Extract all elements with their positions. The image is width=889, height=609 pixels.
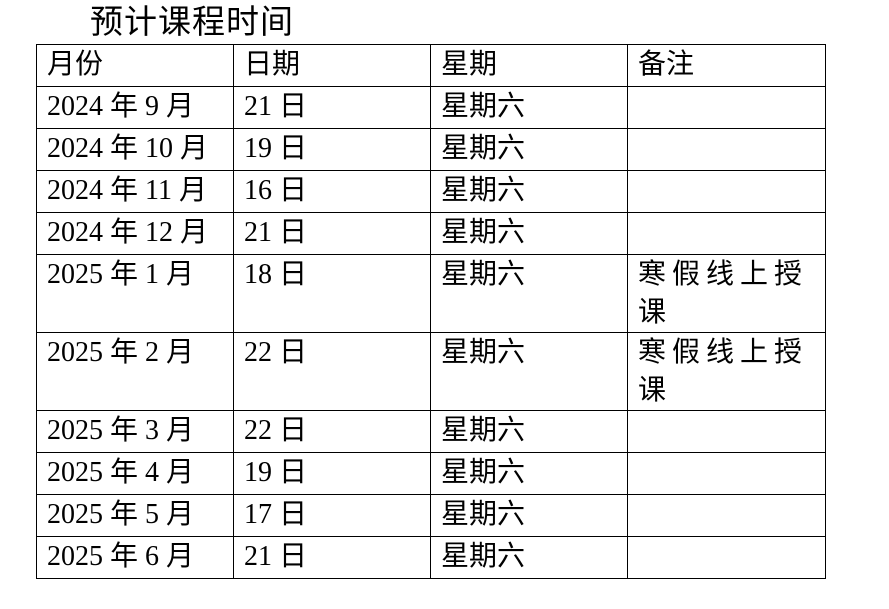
cell-date: 17 日 [233,494,431,537]
table-row: 2025 年 2 月 22 日 星期六 寒假线上授课 [36,332,826,411]
col-header-week: 星期 [430,44,628,87]
cell-month: 2024 年 12 月 [36,212,234,255]
page-title: 预计课程时间 [90,5,294,41]
cell-week: 星期六 [430,332,628,411]
cell-note: 寒假线上授课 [627,254,826,333]
cell-note [627,536,826,579]
table-row: 2024 年 9 月 21 日 星期六 [36,86,826,129]
cell-month: 2024 年 10 月 [36,128,234,171]
col-header-note: 备注 [627,44,826,87]
cell-week: 星期六 [430,86,628,129]
schedule-table: 月份 日期 星期 备注 2024 年 9 月 21 日 星期六 2024 年 1… [36,44,826,579]
cell-date: 19 日 [233,128,431,171]
cell-note [627,128,826,171]
cell-date: 21 日 [233,212,431,255]
cell-note [627,170,826,213]
cell-month: 2025 年 4 月 [36,452,234,495]
cell-month: 2025 年 2 月 [36,332,234,411]
cell-date: 16 日 [233,170,431,213]
cell-note: 寒假线上授课 [627,332,826,411]
cell-date: 21 日 [233,536,431,579]
cell-note [627,212,826,255]
cell-note [627,410,826,453]
cell-week: 星期六 [430,536,628,579]
document-page: 预计课程时间 月份 日期 星期 备注 2024 年 9 月 21 日 星期六 2… [0,5,889,609]
cell-note [627,494,826,537]
table-row: 2025 年 3 月 22 日 星期六 [36,410,826,453]
table-row: 2025 年 6 月 21 日 星期六 [36,536,826,579]
cell-month: 2024 年 11 月 [36,170,234,213]
table-row: 2025 年 1 月 18 日 星期六 寒假线上授课 [36,254,826,333]
table-row: 2024 年 10 月 19 日 星期六 [36,128,826,171]
cell-week: 星期六 [430,494,628,537]
cell-week: 星期六 [430,452,628,495]
cell-month: 2025 年 6 月 [36,536,234,579]
cell-week: 星期六 [430,254,628,333]
cell-month: 2025 年 5 月 [36,494,234,537]
cell-month: 2025 年 1 月 [36,254,234,333]
cell-date: 21 日 [233,86,431,129]
col-header-month: 月份 [36,44,234,87]
table-row: 2025 年 4 月 19 日 星期六 [36,452,826,495]
cell-month: 2024 年 9 月 [36,86,234,129]
cell-week: 星期六 [430,128,628,171]
cell-week: 星期六 [430,410,628,453]
table-header-row: 月份 日期 星期 备注 [36,44,826,87]
cell-week: 星期六 [430,170,628,213]
cell-note [627,452,826,495]
cell-date: 18 日 [233,254,431,333]
cell-note [627,86,826,129]
cell-date: 22 日 [233,410,431,453]
table-row: 2025 年 5 月 17 日 星期六 [36,494,826,537]
cell-month: 2025 年 3 月 [36,410,234,453]
table-row: 2024 年 11 月 16 日 星期六 [36,170,826,213]
cell-week: 星期六 [430,212,628,255]
cell-date: 19 日 [233,452,431,495]
col-header-date: 日期 [233,44,431,87]
cell-date: 22 日 [233,332,431,411]
table-row: 2024 年 12 月 21 日 星期六 [36,212,826,255]
